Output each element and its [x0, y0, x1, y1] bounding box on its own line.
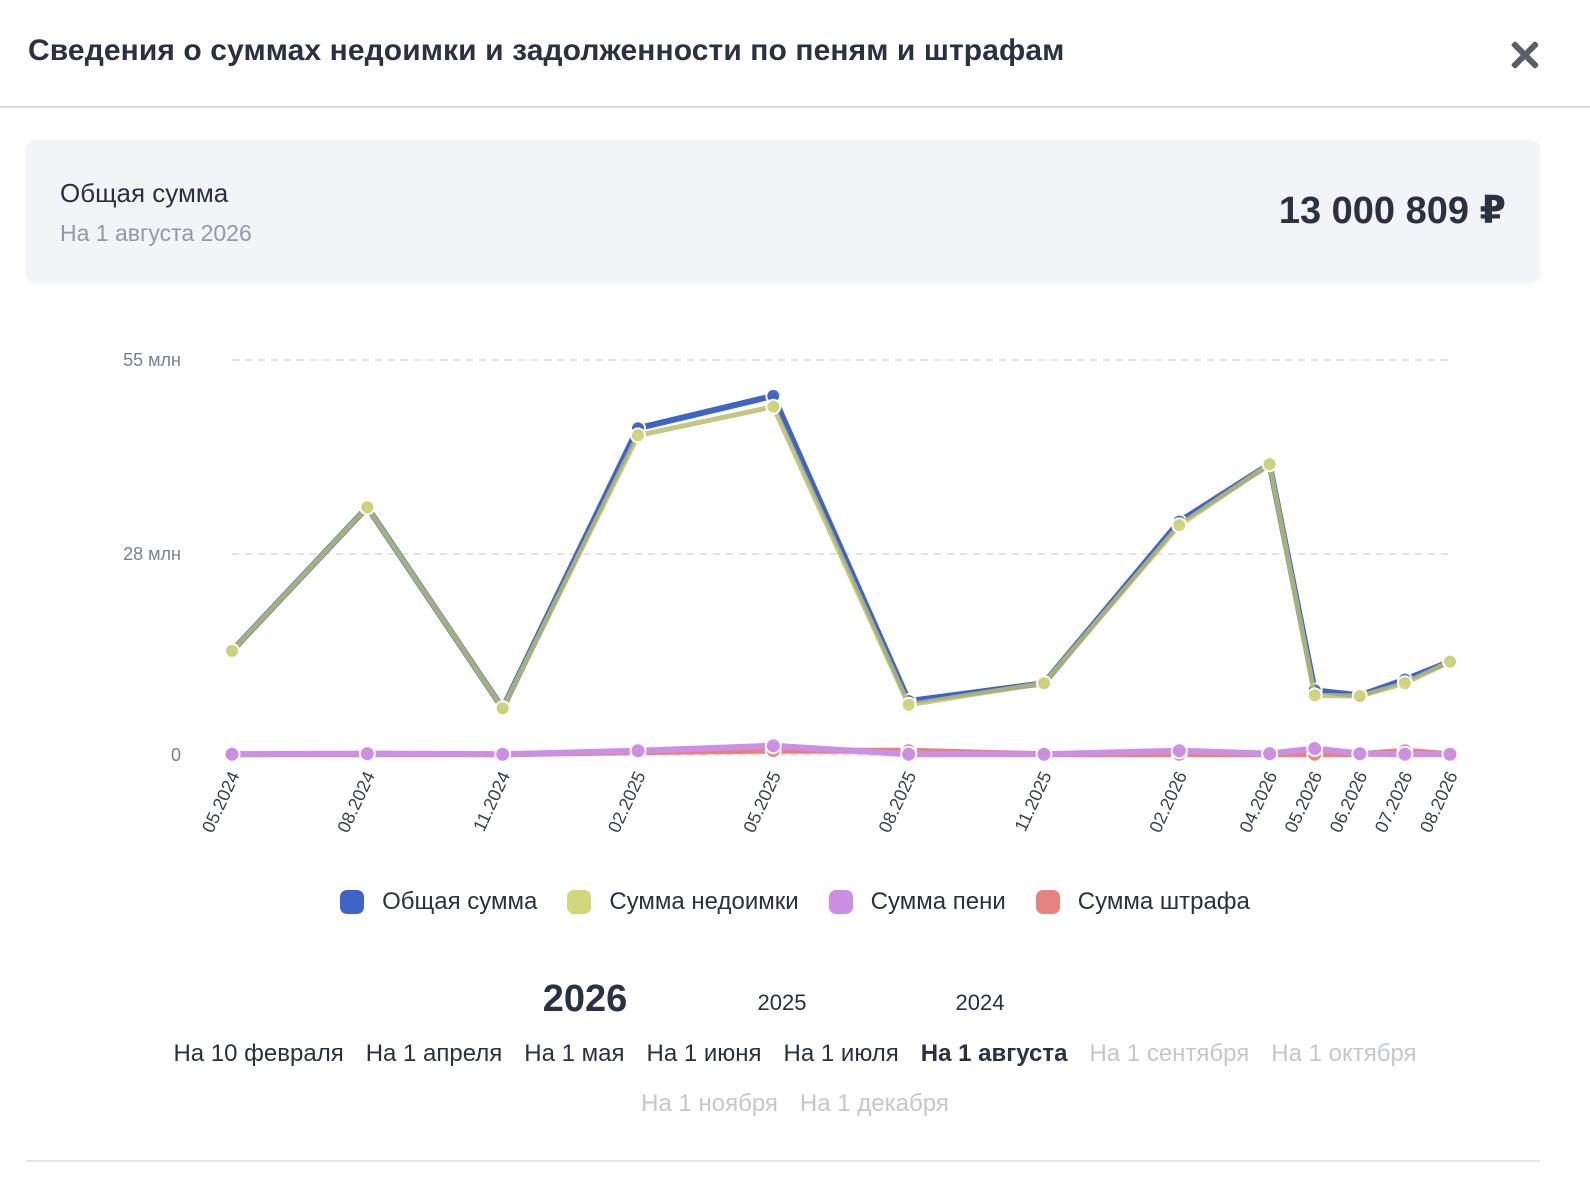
x-tick-label: 02.2025	[604, 768, 650, 835]
data-point	[1396, 675, 1413, 692]
modal-title: Сведения о суммах недоимки и задолженнос…	[28, 34, 1065, 67]
date-option: На 1 декабря	[799, 1090, 949, 1117]
series-line-2	[229, 404, 1453, 711]
year-selector: 2026 2025 2024	[0, 978, 1590, 1028]
legend-label: Сумма штрафа	[1077, 888, 1250, 915]
data-point	[1351, 745, 1369, 763]
x-tick-label: 05.2025	[739, 768, 785, 835]
close-icon[interactable]	[1506, 36, 1544, 74]
date-option[interactable]: На 1 июля	[783, 1040, 899, 1067]
legend-item[interactable]: Общая сумма	[340, 888, 537, 916]
legend-item[interactable]: Сумма пени	[828, 888, 1006, 916]
data-point	[630, 427, 646, 444]
x-tick-label: 08.2024	[333, 768, 379, 835]
debt-chart-svg: 0 28 млн 55 млн 05.2024 08.2024 11.2024 02.202…	[123, 350, 1462, 836]
legend-swatch	[567, 890, 592, 914]
x-tick-label: 08.2025	[875, 768, 921, 835]
date-selector-row-2: На 1 ноября На 1 декабря	[0, 1090, 1590, 1118]
x-tick-label: 07.2026	[1371, 768, 1417, 835]
data-point	[1171, 517, 1188, 534]
data-point	[900, 745, 918, 763]
x-tick-label: 08.2026	[1416, 768, 1462, 835]
data-point	[358, 745, 376, 763]
data-point	[494, 745, 512, 763]
x-tick-label: 11.2024	[469, 768, 514, 834]
date-option: На 1 ноября	[641, 1090, 778, 1117]
data-point	[359, 499, 376, 516]
data-point	[1441, 745, 1459, 763]
x-tick-label: 02.2026	[1145, 768, 1191, 835]
legend-swatch	[1035, 890, 1060, 914]
legend-label: Сумма пени	[870, 888, 1006, 915]
legend-item[interactable]: Сумма недоимки	[567, 888, 799, 916]
summary-date: На 1 августа 2026	[60, 220, 252, 246]
date-option: На 1 сентября	[1089, 1040, 1250, 1067]
x-tick-label: 04.2026	[1236, 768, 1282, 835]
data-point	[764, 737, 782, 755]
year-tab-2026[interactable]: 2026	[542, 978, 628, 1020]
data-point	[224, 642, 240, 659]
x-tick-label: 05.2026	[1281, 768, 1327, 835]
data-point	[1306, 740, 1324, 757]
y-tick-label: 0	[171, 745, 181, 765]
date-option: На 1 октября	[1271, 1040, 1417, 1067]
date-selector-row-1: На 10 февраля На 1 апреля На 1 мая На 1 июн…	[0, 1040, 1590, 1068]
data-point	[1442, 653, 1458, 670]
data-point	[1035, 745, 1053, 763]
modal-header: Сведения о суммах недоимки и задолженнос…	[0, 0, 1590, 108]
data-point	[629, 742, 647, 760]
data-point	[1036, 675, 1052, 692]
date-option[interactable]: На 10 февраля	[173, 1040, 344, 1067]
data-point	[1170, 742, 1188, 760]
data-point	[1261, 456, 1278, 473]
x-tick-label: 11.2025	[1011, 768, 1056, 834]
x-tick-label: 06.2026	[1326, 768, 1372, 835]
date-option[interactable]: На 1 апреля	[365, 1040, 503, 1067]
y-tick-label: 55 млн	[123, 350, 181, 370]
summary-label: Общая сумма	[60, 178, 229, 208]
data-point	[1351, 688, 1368, 705]
bottom-divider	[26, 1160, 1540, 1162]
data-point	[765, 398, 782, 415]
year-tab-2024[interactable]: 2024	[955, 990, 1005, 1015]
legend-swatch	[340, 890, 365, 914]
data-point	[494, 700, 511, 717]
legend-item[interactable]: Сумма штрафа	[1035, 888, 1250, 916]
debt-chart: 0 28 млн 55 млн 05.2024 08.2024 11.2024 02.202…	[0, 300, 1590, 860]
date-option[interactable]: На 1 августа	[920, 1040, 1068, 1067]
legend-label: Общая сумма	[382, 888, 538, 915]
legend-label: Сумма недоимки	[609, 888, 799, 915]
data-point	[1306, 687, 1323, 704]
summary-card: Общая сумма На 1 августа 2026 13 000 809…	[26, 140, 1540, 282]
x-tick-label: 05.2024	[198, 768, 244, 835]
chart-legend: Общая сумма Сумма недоимки Сумма пени Сумма…	[0, 888, 1590, 916]
date-option[interactable]: На 1 мая	[524, 1040, 625, 1067]
legend-swatch	[828, 890, 853, 914]
data-point	[900, 696, 917, 713]
summary-amount: 13 000 809 ₽	[1278, 190, 1506, 232]
data-point	[1396, 745, 1414, 763]
y-tick-label: 28 млн	[123, 544, 181, 564]
year-tab-2025[interactable]: 2025	[757, 990, 807, 1015]
data-point	[1261, 745, 1279, 763]
data-point	[223, 745, 241, 763]
date-option[interactable]: На 1 июня	[646, 1040, 762, 1067]
